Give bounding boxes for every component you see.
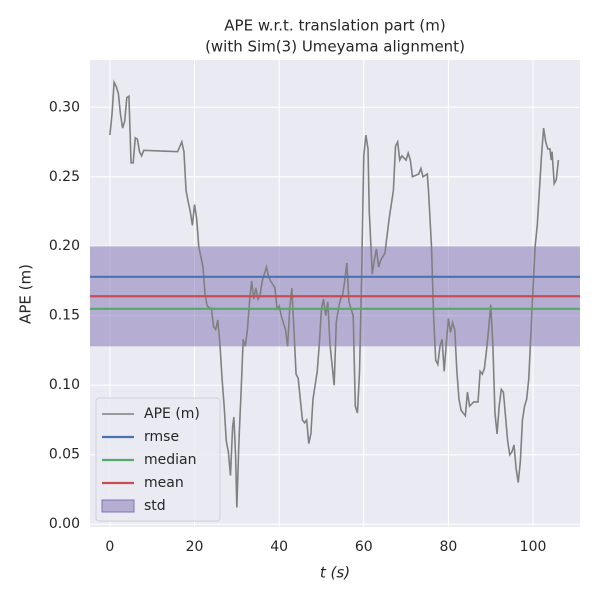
legend-box xyxy=(95,397,221,522)
x-tick-label: 100 xyxy=(520,539,547,555)
legend-swatch xyxy=(101,499,135,513)
legend: APE (m) rmse median mean std xyxy=(95,397,221,522)
y-axis-label: APE (m) xyxy=(17,264,35,324)
x-tick-label: 0 xyxy=(105,539,114,555)
x-tick-label: 40 xyxy=(270,539,288,555)
y-tick-label: 0.05 xyxy=(49,447,80,463)
y-tick-label: 0.25 xyxy=(49,169,80,185)
x-axis-label: t (s) xyxy=(320,564,350,582)
x-tick-label: 60 xyxy=(355,539,373,555)
y-tick-label: 0.15 xyxy=(49,308,80,324)
legend-label: mean xyxy=(144,475,184,491)
chart-title: APE w.r.t. translation part (m) xyxy=(224,17,445,35)
legend-label: APE (m) xyxy=(144,406,200,422)
legend-label: rmse xyxy=(144,429,179,445)
legend-label: std xyxy=(144,498,166,514)
y-tick-label: 0.00 xyxy=(49,516,80,532)
chart-subtitle: (with Sim(3) Umeyama alignment) xyxy=(205,38,465,56)
y-tick-label: 0.20 xyxy=(49,238,80,254)
legend-label: median xyxy=(144,452,196,468)
y-tick-label: 0.30 xyxy=(49,99,80,115)
x-tick-label: 80 xyxy=(439,539,457,555)
x-tick-label: 20 xyxy=(186,539,204,555)
marks xyxy=(90,79,580,508)
y-tick-label: 0.10 xyxy=(49,377,80,393)
